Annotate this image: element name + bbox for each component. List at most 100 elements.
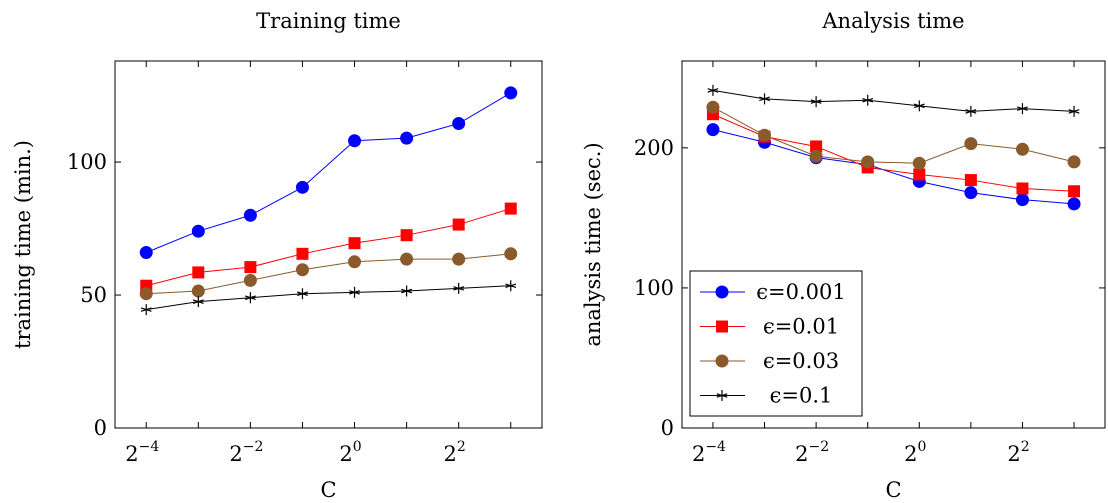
series-line <box>712 129 1075 205</box>
x-tick-label: 20 <box>339 439 361 466</box>
data-point <box>452 116 466 130</box>
data-point <box>244 292 256 304</box>
data-point <box>505 280 517 292</box>
data-point <box>1068 185 1081 198</box>
data-point <box>349 286 360 298</box>
series-line <box>146 208 511 287</box>
data-point <box>400 131 414 145</box>
data-point <box>862 94 874 106</box>
data-point <box>244 261 257 274</box>
data-point <box>401 285 413 297</box>
data-point <box>453 282 465 294</box>
data-point <box>965 105 977 117</box>
legend-item: ϵ=0.1 <box>700 384 832 408</box>
data-point <box>140 304 152 316</box>
data-point <box>913 100 925 112</box>
y-tick-label: 0 <box>94 416 107 440</box>
data-point <box>964 186 978 200</box>
data-point <box>861 155 875 169</box>
data-point <box>400 229 413 242</box>
data-point <box>759 93 770 105</box>
series-line <box>712 89 1075 112</box>
data-point <box>706 123 720 137</box>
x-tick-label: 2−2 <box>229 439 263 466</box>
legend-item: ϵ=0.03 <box>700 349 839 373</box>
series-line <box>146 92 512 253</box>
data-point <box>758 128 772 142</box>
plot-frame <box>681 60 1106 429</box>
series-2 <box>140 202 517 292</box>
series-line <box>712 106 1075 164</box>
legend: ϵ=0.001 ϵ=0.01 ϵ=0.03 ϵ=0.1 <box>689 270 863 417</box>
data-point <box>295 180 309 194</box>
chart-title: Training time <box>256 9 401 33</box>
y-tick-label: 0 <box>661 416 674 440</box>
data-point <box>809 149 823 163</box>
data-point <box>913 168 926 181</box>
legend-marker <box>715 285 729 299</box>
data-point <box>1015 193 1029 207</box>
data-point <box>192 296 204 308</box>
x-tick-label: 2−4 <box>692 439 726 466</box>
y-tick-label: 100 <box>634 276 674 300</box>
data-point <box>1067 197 1081 211</box>
data-point <box>297 288 308 300</box>
data-point <box>296 247 309 260</box>
y-tick-label: 50 <box>80 283 107 307</box>
data-point <box>964 137 978 151</box>
legend-label: ϵ=0.01 <box>763 315 839 339</box>
series-1 <box>139 86 518 259</box>
chart-panel-2: Analysis time 0 100 200 2−4 2−2 20 22 Canalysis … <box>581 9 1106 502</box>
data-point <box>504 86 518 100</box>
legend-item: ϵ=0.001 <box>700 280 846 304</box>
y-axis-label: analysis time (sec.) <box>581 142 605 346</box>
x-tick-label: 20 <box>904 439 926 466</box>
series-4 <box>140 280 517 316</box>
legend-marker <box>715 354 729 368</box>
legend-marker <box>716 390 728 401</box>
series-3 <box>706 100 1081 170</box>
legend-label: ϵ=0.001 <box>756 280 845 304</box>
data-point <box>707 84 719 96</box>
series-line <box>146 285 511 311</box>
x-tick-label: 2−4 <box>125 439 159 466</box>
series-3 <box>139 247 518 301</box>
y-tick-label: 200 <box>634 136 674 160</box>
x-axis-label: C <box>885 478 901 502</box>
chart-title: Analysis time <box>821 9 964 33</box>
y-axis-label: training time (min.) <box>11 140 35 349</box>
data-point <box>243 273 257 287</box>
data-point <box>192 266 205 279</box>
data-point <box>348 255 362 269</box>
data-point <box>1068 105 1080 117</box>
data-point <box>706 100 720 114</box>
data-point <box>243 208 257 222</box>
data-point <box>191 224 205 238</box>
data-point <box>912 156 926 170</box>
legend-item: ϵ=0.01 <box>700 315 839 339</box>
series-line <box>146 253 511 295</box>
data-point <box>191 284 205 298</box>
data-point <box>295 263 309 277</box>
data-point <box>810 96 822 108</box>
data-point <box>504 202 517 215</box>
legend-label: ϵ=0.03 <box>763 349 839 373</box>
data-point <box>452 218 465 231</box>
plot-frame <box>114 60 543 429</box>
series-4 <box>707 84 1080 117</box>
x-tick-label: 22 <box>444 439 466 466</box>
data-point <box>1067 155 1081 169</box>
x-tick-label: 2−2 <box>795 439 829 466</box>
data-point <box>400 252 414 266</box>
data-point <box>504 247 518 261</box>
data-point <box>964 174 977 187</box>
legend-marker <box>716 320 728 333</box>
y-tick-label: 100 <box>67 150 107 174</box>
legend-label: ϵ=0.1 <box>770 384 833 408</box>
x-axis-label: C <box>320 478 336 502</box>
data-point <box>1017 103 1028 115</box>
data-point <box>452 252 466 266</box>
data-point <box>139 245 153 259</box>
